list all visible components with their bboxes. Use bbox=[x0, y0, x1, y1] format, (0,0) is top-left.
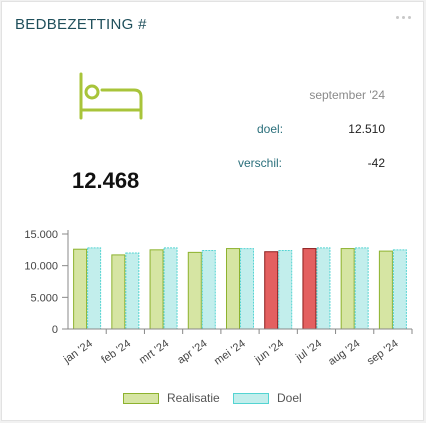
widget-title: BEDBEZETTING # bbox=[15, 16, 147, 33]
legend-label-doel: Doel bbox=[277, 391, 302, 405]
bar-doel bbox=[125, 252, 140, 330]
legend-item-doel[interactable]: Doel bbox=[233, 391, 302, 405]
occupancy-value: 12.468 bbox=[72, 168, 140, 193]
y-tick-label: 5.000 bbox=[30, 292, 58, 304]
x-tick-label: jan '24 bbox=[61, 338, 95, 367]
bar-realisatie bbox=[264, 251, 279, 330]
bar-doel bbox=[163, 247, 178, 330]
x-tick-label: sep '24 bbox=[365, 338, 401, 368]
bar-realisatie bbox=[378, 250, 393, 330]
bar-doel bbox=[392, 249, 407, 330]
bar-doel bbox=[87, 247, 102, 330]
bar-realisatie bbox=[149, 249, 164, 330]
x-tick-label: jul '24 bbox=[293, 338, 324, 365]
legend-swatch-realisatie bbox=[123, 392, 159, 404]
bar-doel bbox=[354, 247, 369, 330]
bar-doel bbox=[240, 248, 254, 330]
target-label: doel: bbox=[257, 122, 284, 136]
x-tick-label: mei '24 bbox=[212, 338, 248, 368]
legend-item-realisatie[interactable]: Realisatie bbox=[123, 391, 220, 405]
y-tick-label: 10.000 bbox=[24, 261, 58, 273]
bar-doel bbox=[201, 249, 216, 330]
bar-realisatie bbox=[340, 248, 355, 330]
target-value: 12.510 bbox=[348, 122, 385, 136]
bar-realisatie bbox=[302, 248, 317, 330]
chart-legend: Realisatie Doel bbox=[2, 391, 423, 407]
legend-swatch-doel bbox=[233, 392, 269, 404]
difference-value: -42 bbox=[367, 156, 385, 170]
legend-label-realisatie: Realisatie bbox=[167, 391, 220, 405]
y-tick-label: 15.000 bbox=[24, 229, 58, 241]
bar-doel bbox=[316, 247, 331, 330]
bar-realisatie bbox=[226, 248, 240, 330]
x-tick-label: aug '24 bbox=[326, 338, 362, 368]
bar-realisatie bbox=[187, 251, 202, 330]
x-tick-label: apr '24 bbox=[175, 338, 209, 367]
difference-label: verschil: bbox=[238, 156, 283, 170]
bed-icon bbox=[79, 72, 143, 120]
bar-doel bbox=[278, 249, 293, 330]
period-label: september '24 bbox=[309, 88, 385, 102]
x-tick-label: mrt '24 bbox=[137, 338, 171, 367]
more-horizontal-icon[interactable] bbox=[395, 12, 413, 22]
bar-realisatie bbox=[73, 248, 88, 330]
x-tick-label: feb '24 bbox=[99, 338, 133, 367]
y-tick-label: 0 bbox=[52, 324, 58, 336]
bar-realisatie bbox=[111, 254, 126, 330]
x-tick-label: jun '24 bbox=[252, 338, 286, 367]
